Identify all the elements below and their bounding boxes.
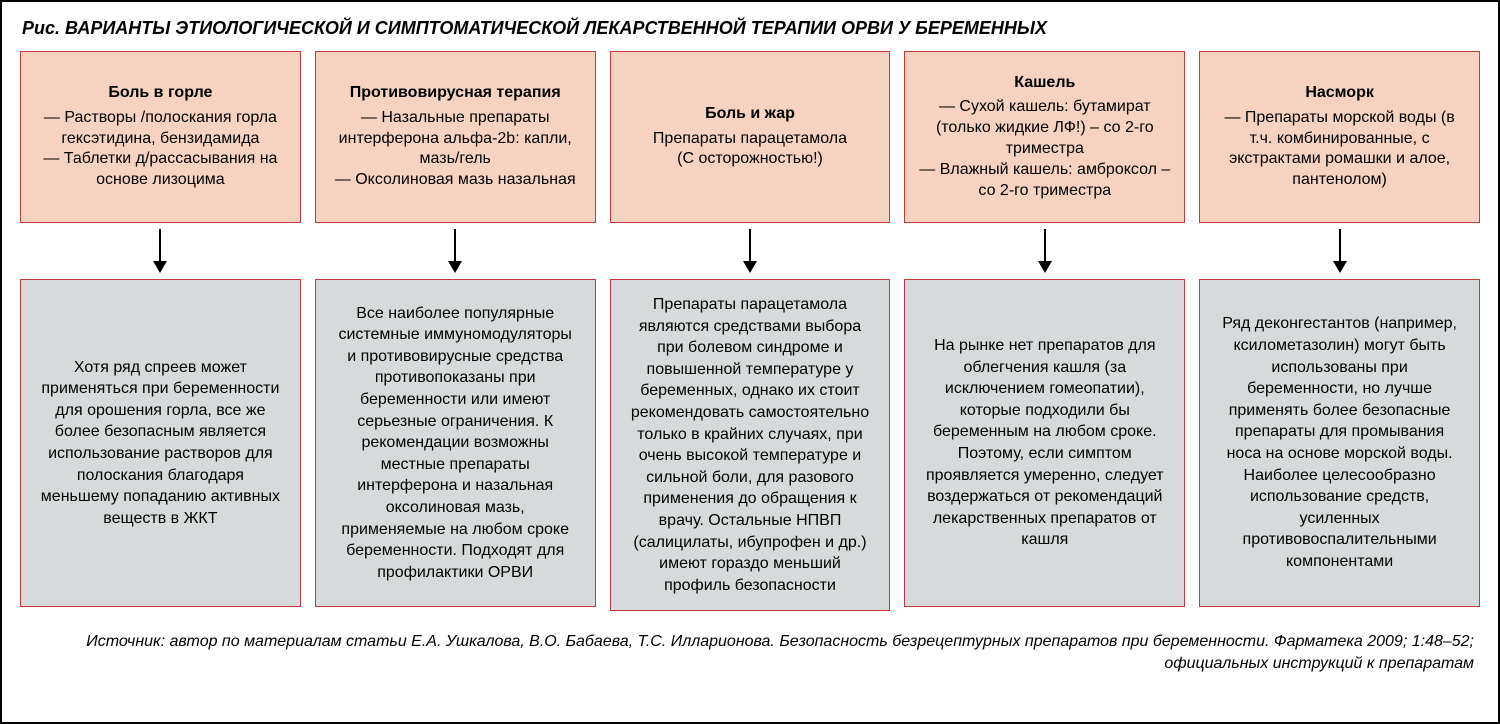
top-header-1: Противовирусная терапия bbox=[328, 83, 583, 104]
top-body-0: — Растворы /полоскания горла гексэтидина… bbox=[33, 108, 288, 191]
top-box-2: Боль и жар Препараты парацетамола(С осто… bbox=[610, 51, 891, 223]
top-header-2: Боль и жар bbox=[623, 104, 878, 125]
top-body-4: — Препараты морской воды (в т.ч. комбини… bbox=[1212, 108, 1467, 191]
column-0: Боль в горле — Растворы /полоскания горл… bbox=[20, 51, 301, 611]
bottom-text-3: На рынке нет препаратов для облегчения к… bbox=[921, 335, 1168, 551]
top-box-4: Насморк — Препараты морской воды (в т.ч.… bbox=[1199, 51, 1480, 223]
top-header-0: Боль в горле bbox=[33, 83, 288, 104]
bottom-box-3: На рынке нет препаратов для облегчения к… bbox=[904, 279, 1185, 607]
top-box-1: Противовирусная терапия — Назальные преп… bbox=[315, 51, 596, 223]
top-body-3: — Сухой кашель: бутамират (только жидкие… bbox=[917, 97, 1172, 201]
bottom-text-4: Ряд деконгестантов (например, ксилометаз… bbox=[1216, 313, 1463, 572]
columns-row: Боль в горле — Растворы /полоскания горл… bbox=[20, 51, 1480, 611]
source-line-1: Источник: автор по материалам статьи Е.А… bbox=[86, 633, 1474, 650]
arrow-2 bbox=[610, 223, 891, 279]
arrow-1 bbox=[315, 223, 596, 279]
source-line-2: официальных инструкций к препаратам bbox=[1164, 655, 1474, 672]
top-body-2: Препараты парацетамола(С осторожностью!) bbox=[623, 129, 878, 171]
top-header-4: Насморк bbox=[1212, 83, 1467, 104]
top-header-3: Кашель bbox=[917, 73, 1172, 94]
top-body-1: — Назальные препараты интерферона альфа-… bbox=[328, 108, 583, 191]
bottom-box-4: Ряд деконгестантов (например, ксилометаз… bbox=[1199, 279, 1480, 607]
column-4: Насморк — Препараты морской воды (в т.ч.… bbox=[1199, 51, 1480, 611]
top-box-3: Кашель — Сухой кашель: бутамират (только… bbox=[904, 51, 1185, 223]
column-2: Боль и жар Препараты парацетамола(С осто… bbox=[610, 51, 891, 611]
bottom-box-2: Препараты парацетамола являются средства… bbox=[610, 279, 891, 611]
arrow-0 bbox=[20, 223, 301, 279]
bottom-box-1: Все наиболее популярные системные иммуно… bbox=[315, 279, 596, 607]
bottom-text-1: Все наиболее популярные системные иммуно… bbox=[332, 303, 579, 584]
arrow-3 bbox=[904, 223, 1185, 279]
bottom-text-2: Препараты парацетамола являются средства… bbox=[627, 294, 874, 596]
source-citation: Источник: автор по материалам статьи Е.А… bbox=[20, 631, 1480, 674]
arrow-4 bbox=[1199, 223, 1480, 279]
figure-title: Рис. ВАРИАНТЫ ЭТИОЛОГИЧЕСКОЙ И СИМПТОМАТ… bbox=[22, 18, 1480, 39]
bottom-box-0: Хотя ряд спреев может применяться при бе… bbox=[20, 279, 301, 607]
column-3: Кашель — Сухой кашель: бутамират (только… bbox=[904, 51, 1185, 611]
column-1: Противовирусная терапия — Назальные преп… bbox=[315, 51, 596, 611]
figure-frame: Рис. ВАРИАНТЫ ЭТИОЛОГИЧЕСКОЙ И СИМПТОМАТ… bbox=[0, 0, 1500, 724]
bottom-text-0: Хотя ряд спреев может применяться при бе… bbox=[37, 357, 284, 530]
top-box-0: Боль в горле — Растворы /полоскания горл… bbox=[20, 51, 301, 223]
